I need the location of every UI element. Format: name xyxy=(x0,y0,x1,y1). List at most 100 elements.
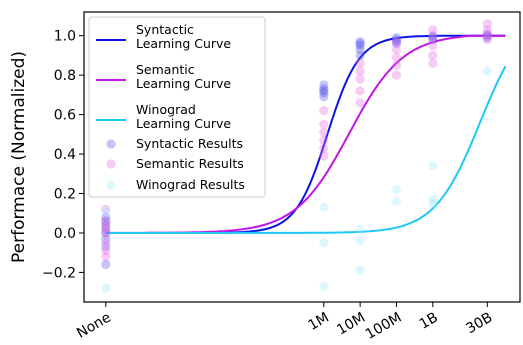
point-series-1-6 xyxy=(101,252,111,262)
point-series-1-25 xyxy=(428,40,438,51)
point-series-2-8 xyxy=(355,265,365,275)
point-series-2-2 xyxy=(101,283,111,293)
point-series-0-12 xyxy=(319,86,329,96)
curve-2 xyxy=(105,65,507,234)
x-tick-label-1: 1M xyxy=(306,310,332,334)
point-series-1-28 xyxy=(482,19,492,29)
y-tick-label-0: −0.2 xyxy=(42,265,76,281)
point-series-1-21 xyxy=(391,60,402,70)
point-series-1-17 xyxy=(355,98,365,108)
point-series-0-27 xyxy=(482,29,492,39)
point-series-1-18 xyxy=(391,37,402,47)
point-series-0-18 xyxy=(391,33,402,43)
point-series-0-6 xyxy=(101,216,111,226)
point-series-1-22 xyxy=(391,70,402,80)
point-series-0-15 xyxy=(355,44,365,55)
point-series-0-0 xyxy=(101,212,111,222)
point-series-1-19 xyxy=(391,44,402,55)
legend-label-curve-2-line-1: Learning Curve xyxy=(136,116,231,131)
y-axis: −0.2 0.0 0.2 0.4 0.6 0.8 1.0 xyxy=(42,29,84,281)
point-series-1-14 xyxy=(355,66,365,76)
x-tick-label-5: 30B xyxy=(464,310,496,338)
point-series-1-3 xyxy=(101,228,111,238)
point-series-1-26 xyxy=(428,50,438,61)
point-series-0-25 xyxy=(482,31,492,41)
point-series-2-11 xyxy=(428,161,438,171)
point-series-0-19 xyxy=(391,35,402,45)
point-series-1-12 xyxy=(319,151,329,161)
legend-marker-2 xyxy=(106,180,116,190)
point-series-2-5 xyxy=(319,281,329,291)
y-axis-title: Performace (Normalized) xyxy=(9,51,29,263)
point-series-0-3 xyxy=(101,234,111,244)
point-series-2-12 xyxy=(428,194,438,204)
point-series-0-10 xyxy=(319,88,329,98)
point-series-2-7 xyxy=(355,236,365,246)
legend-box xyxy=(88,16,266,198)
point-series-0-17 xyxy=(355,39,365,49)
y-tick-label-4: 0.6 xyxy=(54,108,76,124)
point-series-1-9 xyxy=(319,127,329,137)
point-series-1-31 xyxy=(482,35,492,45)
point-series-0-26 xyxy=(482,33,492,43)
legend-marker-0 xyxy=(106,139,116,149)
plot-frame xyxy=(83,11,521,303)
point-series-1-0 xyxy=(101,204,111,214)
x-tick-label-2: 10M xyxy=(334,310,368,339)
point-series-0-13 xyxy=(355,37,365,47)
legend-label-curve-1-line-1: Learning Curve xyxy=(136,76,231,91)
point-series-1-13 xyxy=(355,58,365,68)
point-series-1-4 xyxy=(101,238,111,248)
point-series-0-23 xyxy=(428,33,438,43)
point-series-1-15 xyxy=(355,74,365,84)
legend-label-curve-0-line-0: Syntactic xyxy=(136,22,194,37)
point-series-2-6 xyxy=(355,224,365,234)
point-series-2-14 xyxy=(482,66,492,76)
point-series-1-11 xyxy=(319,143,329,153)
point-series-1-20 xyxy=(391,52,402,63)
legend-label-series-2: Winograd Results xyxy=(136,177,245,192)
point-series-1-27 xyxy=(428,58,438,68)
point-series-0-11 xyxy=(319,92,329,102)
point-series-0-14 xyxy=(355,40,365,51)
point-series-2-1 xyxy=(101,206,111,216)
y-tick-label-2: 0.2 xyxy=(54,186,76,202)
point-series-1-7 xyxy=(319,106,329,116)
point-series-1-24 xyxy=(428,33,438,43)
legend-label-series-0: Syntactic Results xyxy=(136,136,243,151)
point-series-0-24 xyxy=(428,35,438,45)
y-tick-label-6: 1.0 xyxy=(54,29,76,45)
y-tick-label-1: 0.0 xyxy=(54,226,76,242)
point-series-1-16 xyxy=(355,86,365,96)
point-series-0-5 xyxy=(101,259,111,270)
x-tick-label-3: 100M xyxy=(363,310,405,343)
x-tick-label-4: 1B xyxy=(417,310,441,333)
point-series-1-23 xyxy=(428,25,438,35)
point-series-1-30 xyxy=(482,31,492,41)
legend-marker-1 xyxy=(106,159,116,169)
point-series-0-16 xyxy=(355,50,365,61)
x-tick-label-0: None xyxy=(74,310,114,342)
point-series-1-1 xyxy=(101,216,111,226)
point-series-1-29 xyxy=(482,25,492,35)
point-series-2-9 xyxy=(391,185,402,195)
point-series-0-9 xyxy=(319,84,329,94)
point-series-1-5 xyxy=(101,246,111,256)
y-tick-label-3: 0.4 xyxy=(54,147,76,163)
legend-label-curve-2-line-0: Winograd xyxy=(136,102,196,117)
point-series-1-10 xyxy=(319,135,329,145)
point-series-0-2 xyxy=(101,228,111,238)
legend-label-series-1: Semantic Results xyxy=(136,156,244,171)
legend-label-curve-1-line-0: Semantic xyxy=(136,62,195,77)
point-series-0-4 xyxy=(101,242,111,252)
point-series-2-3 xyxy=(319,202,329,212)
legend-label-curve-0-line-1: Learning Curve xyxy=(136,36,231,51)
y-tick-label-5: 0.8 xyxy=(54,68,76,84)
point-series-0-22 xyxy=(428,31,438,41)
point-series-1-8 xyxy=(319,119,329,129)
point-series-1-2 xyxy=(101,222,111,232)
point-series-2-10 xyxy=(391,196,402,206)
point-series-0-1 xyxy=(101,220,111,230)
